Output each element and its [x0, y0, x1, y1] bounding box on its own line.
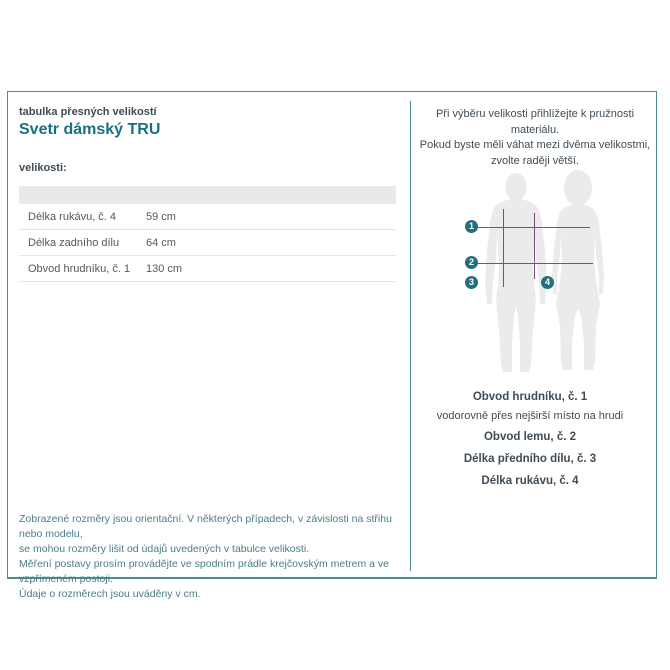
table-row: Délka zadního dílu 64 cm	[19, 230, 396, 256]
disclaimer-line: Měření postavy prosím provádějte ve spod…	[19, 558, 389, 585]
size-table: Délka rukávu, č. 4 59 cm Délka zadního d…	[19, 204, 396, 282]
body-silhouettes-figure	[485, 170, 604, 372]
size-advice-line: zvolte raději větší.	[490, 154, 580, 167]
marker-4-badge: 4	[541, 276, 554, 289]
measurement-label: Obvod hrudníku, č. 1	[28, 262, 131, 275]
size-advice-text: Při výběru velikosti přihlížejte k pružn…	[414, 107, 656, 169]
size-advice-line: Při výběru velikosti přihlížejte k pružn…	[435, 108, 635, 136]
male-silhouette	[485, 173, 547, 372]
sizes-label: velikosti:	[19, 162, 67, 174]
measurement-label: Délka rukávu, č. 4	[28, 210, 117, 223]
legend-chest: Obvod hrudníku, č. 1	[472, 391, 588, 403]
marker-2-badge: 2	[465, 256, 478, 269]
measurement-value: 130 cm	[146, 262, 183, 275]
marker-3-badge: 3	[465, 276, 478, 289]
legend-hem: Obvod lemu, č. 2	[483, 431, 577, 443]
disclaimer-text: Zobrazené rozměry jsou orientační. V něk…	[19, 512, 399, 602]
size-table-header-bar	[19, 186, 396, 204]
measurement-label: Délka zadního dílu	[28, 236, 120, 249]
measurement-value: 59 cm	[146, 210, 176, 223]
disclaimer-line: Zobrazené rozměry jsou orientační. V něk…	[19, 513, 392, 540]
front-length-measure-line	[503, 209, 504, 287]
marker-1-badge: 1	[465, 220, 478, 233]
legend-front-length: Délka předního dílu, č. 3	[463, 453, 597, 465]
table-eyebrow-label: tabulka přesných velikostí	[19, 106, 157, 118]
column-divider	[410, 101, 411, 571]
female-silhouette	[552, 170, 604, 370]
disclaimer-line: se mohou rozměry lišit od údajů uvedenýc…	[19, 543, 310, 555]
product-title: Svetr dámský TRU	[19, 121, 161, 138]
size-advice-line: Pokud byste měli váhat mezi dvěma veliko…	[419, 139, 651, 151]
table-row: Obvod hrudníku, č. 1 130 cm	[19, 256, 396, 282]
measurement-value: 64 cm	[146, 236, 176, 249]
chest-measure-line	[471, 227, 590, 228]
sleeve-length-measure-line	[534, 213, 535, 279]
disclaimer-line: Údaje o rozměrech jsou uváděny v cm.	[19, 588, 201, 600]
legend-sleeve-length: Délka rukávu, č. 4	[481, 475, 579, 487]
hem-measure-line	[471, 263, 593, 264]
table-row: Délka rukávu, č. 4 59 cm	[19, 204, 396, 230]
size-chart-panel: tabulka přesných velikostí Svetr dámský …	[7, 91, 657, 600]
legend-chest-note: vodorovně přes nejširší místo na hrudi	[436, 410, 624, 422]
